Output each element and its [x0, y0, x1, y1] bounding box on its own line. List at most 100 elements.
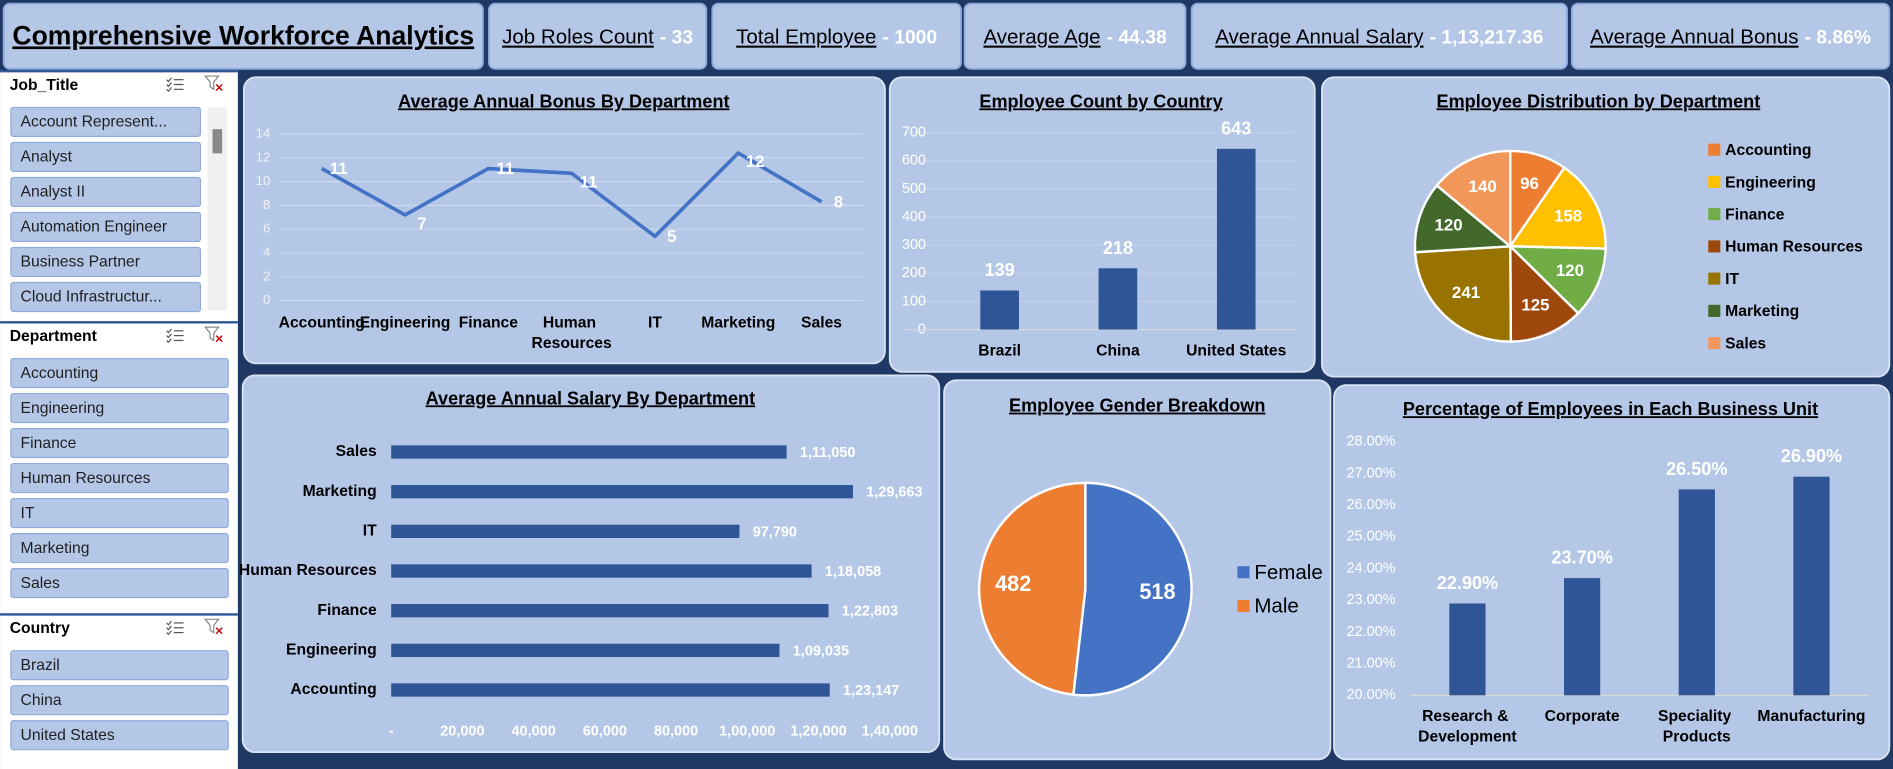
kpi-label: Average Annual Salary [1215, 26, 1424, 49]
chart-title: Employee Gender Breakdown [1009, 396, 1265, 416]
slicer-item-label[interactable]: United States [21, 727, 115, 744]
bar [391, 643, 780, 657]
y-tick-label: 8 [263, 197, 270, 212]
slicer-item[interactable] [10, 246, 202, 278]
legend-swatch [1237, 599, 1250, 613]
slicer-item-label[interactable]: Automation Engineer [21, 219, 168, 236]
scrollbar-thumb[interactable] [212, 129, 223, 154]
slicer-item-label[interactable]: Engineering [21, 400, 105, 417]
x-tick-label: 1,00,000 [719, 723, 775, 739]
bar [1098, 268, 1138, 330]
pie-slice [1509, 243, 1580, 343]
y-tick-label: 4 [263, 244, 270, 259]
slicer-title: Country [10, 620, 70, 637]
x-tick-label: Brazil [978, 342, 1021, 359]
slicer-item-label[interactable]: IT [21, 505, 35, 522]
legend-swatch [1708, 337, 1721, 350]
legend-label: Male [1254, 595, 1298, 618]
data-label: 120 [1556, 261, 1584, 280]
multi-select-icon[interactable] [166, 77, 184, 93]
multi-select-icon[interactable] [166, 620, 184, 636]
clear-filter-icon[interactable] [204, 618, 223, 635]
slicer-item[interactable] [10, 720, 229, 751]
slicer-item-label[interactable]: China [21, 692, 62, 709]
slicer-item-label[interactable]: Account Represent... [21, 114, 168, 131]
x-tick-label: Marketing [701, 315, 775, 332]
slicer-item[interactable] [10, 281, 202, 313]
clear-filter-icon[interactable] [204, 326, 223, 343]
kpi-label: Job Roles Count [502, 26, 654, 49]
y-tick-label: Finance [317, 602, 377, 619]
slicer-item-label[interactable]: Brazil [21, 657, 60, 674]
x-tick-label: Research & Development [1418, 708, 1517, 746]
y-tick-label: Accounting [290, 681, 376, 698]
slicer-item-label[interactable]: Analyst [21, 149, 73, 166]
bar [391, 564, 812, 578]
slicer-item[interactable] [10, 392, 229, 424]
pie-slice [977, 481, 1087, 697]
multi-select-icon[interactable] [166, 328, 184, 344]
y-tick-label: Human Resources [239, 562, 377, 579]
y-tick-label: 28.00% [1347, 434, 1396, 450]
slicer-item-label[interactable]: Finance [21, 435, 77, 452]
pie-slice [1435, 149, 1512, 249]
slicer-item[interactable] [10, 106, 202, 138]
icon-check [166, 77, 172, 83]
bar [1793, 476, 1830, 696]
slicer-item-label[interactable]: Human Resources [21, 470, 151, 487]
y-tick-label: 14 [256, 126, 271, 141]
clear-filter-icon[interactable] [204, 75, 223, 92]
chart-title: Employee Distribution by Department [1437, 91, 1761, 111]
x-tick-label: China [1096, 342, 1140, 359]
kpi: Average Age - 44.38 [983, 26, 1167, 49]
slicer-item-label[interactable]: Sales [21, 575, 60, 592]
slicer-item-label[interactable]: Marketing [21, 540, 90, 557]
slicer-item[interactable] [10, 357, 229, 389]
slicer-item[interactable] [10, 211, 202, 243]
icon-funnel [204, 326, 220, 342]
y-tick-label: 27.00% [1347, 465, 1396, 481]
legend-label: IT [1725, 271, 1739, 288]
slicer-item-label[interactable]: Analyst II [21, 184, 86, 201]
kpi-value: - 1000 [882, 28, 937, 49]
icon-check [166, 620, 172, 626]
slicer-item-label[interactable]: Cloud Infrastructur... [21, 289, 162, 306]
data-label: 482 [995, 571, 1031, 596]
slicer-item[interactable] [10, 497, 229, 529]
data-label: 26.50% [1666, 459, 1727, 479]
slicer-item[interactable] [10, 567, 229, 599]
x-tick-label: Speciality Products [1658, 708, 1736, 746]
slicer-item[interactable] [10, 685, 229, 716]
slicer-item-label[interactable]: Accounting [21, 365, 99, 382]
y-tick-label: 12 [256, 149, 271, 164]
x-tick-label: 80,000 [654, 723, 698, 739]
data-label: 241 [1452, 283, 1480, 302]
slicer-item[interactable] [10, 462, 229, 494]
kpi: Total Employee - 1000 [736, 26, 937, 49]
y-tick-label: 600 [902, 153, 926, 169]
dashboard-title: Comprehensive Workforce Analytics [12, 20, 474, 50]
slicer-item[interactable] [10, 141, 202, 173]
kpi-value: - 33 [660, 28, 694, 49]
x-tick-label: Finance [459, 315, 519, 332]
chart-title: Average Annual Salary By Department [426, 388, 756, 408]
legend-label: Engineering [1725, 174, 1816, 191]
pie-slice [1507, 244, 1607, 315]
data-label: 139 [985, 260, 1015, 280]
slicer-item-label[interactable]: Business Partner [21, 254, 140, 271]
slicer-item[interactable] [10, 176, 202, 208]
data-label: 1,11,050 [800, 445, 856, 461]
x-tick-label: United States [1186, 342, 1287, 359]
y-tick-label: 6 [263, 221, 270, 236]
bar [391, 524, 740, 538]
data-label: 1,09,035 [793, 643, 849, 659]
kpi-label: Average Age [983, 26, 1100, 49]
icon-x [215, 335, 223, 343]
slicer-item[interactable] [10, 650, 229, 681]
slicer-item[interactable] [10, 532, 229, 564]
header-box [488, 2, 708, 70]
slicer-item[interactable] [10, 427, 229, 459]
icon-funnel [204, 618, 220, 634]
pie-slice [1413, 183, 1514, 254]
